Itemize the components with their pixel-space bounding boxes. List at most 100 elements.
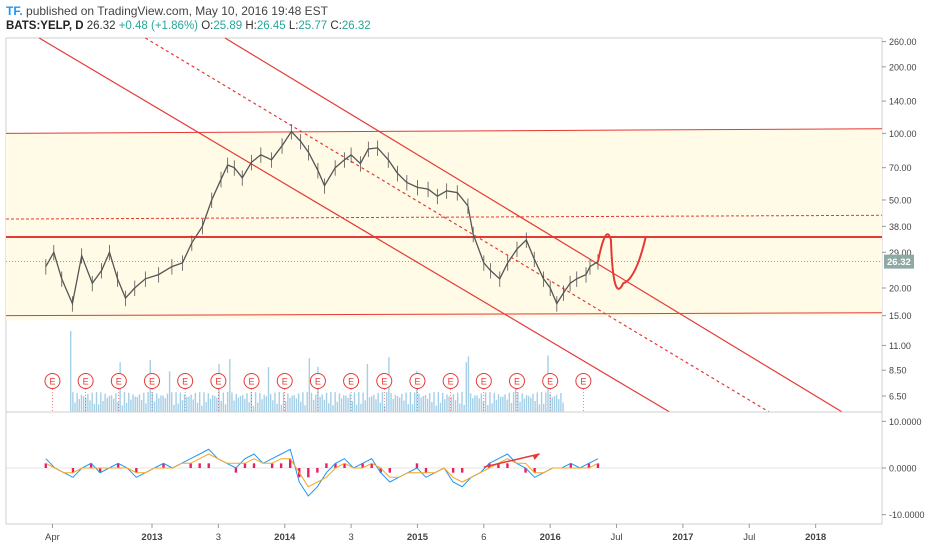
volume-bar xyxy=(201,405,203,412)
resistance-dashed-line xyxy=(5,214,883,220)
volume-bar xyxy=(278,392,280,412)
macd-histogram-bar xyxy=(569,463,573,468)
divergence-arrowhead xyxy=(532,454,540,460)
price-pane[interactable]: 260.00 200.00 140.00 100.00 70.00 50.00 38.00 2… xyxy=(5,37,917,413)
tradingview-logo[interactable]: TF. xyxy=(6,4,23,18)
volume-bar xyxy=(422,395,424,412)
volume-bar xyxy=(472,398,474,412)
volume-bar xyxy=(272,400,274,412)
volume-bar xyxy=(285,401,287,412)
volume-bar xyxy=(153,401,156,412)
earnings-marker xyxy=(409,373,426,389)
volume-bar xyxy=(312,399,315,412)
macd-histogram-bar xyxy=(162,463,165,468)
volume-bar xyxy=(444,399,446,412)
volume-bar xyxy=(125,402,128,412)
volume-bar xyxy=(338,393,341,412)
volume-bar xyxy=(76,393,78,412)
earnings-label: E xyxy=(83,377,89,387)
volume-bar xyxy=(497,394,500,412)
volume-bar xyxy=(426,398,429,412)
last-price-badge xyxy=(884,254,914,269)
publish-info: published on TradingView.com, May 10, 20… xyxy=(26,4,328,18)
volume-bar xyxy=(375,399,377,412)
volume-bar xyxy=(300,401,302,412)
volume-bar xyxy=(418,393,420,412)
volume-bar xyxy=(383,405,386,412)
volume-bar xyxy=(362,392,364,412)
volume-bar xyxy=(521,393,523,412)
price-tick-label: 15.00 xyxy=(889,311,912,321)
volume-bar xyxy=(87,393,89,412)
volume-bar xyxy=(291,395,293,412)
volume-bar xyxy=(220,400,222,412)
volume-bar xyxy=(543,403,545,412)
earnings-marker xyxy=(110,373,127,389)
volume-bar xyxy=(308,358,311,412)
volume-bar xyxy=(132,394,134,412)
volume-bar xyxy=(323,399,326,412)
volume-bar xyxy=(459,403,461,412)
volume-bar xyxy=(381,392,384,412)
volume-bar xyxy=(216,397,218,412)
macd-histogram-bar xyxy=(198,463,201,468)
volume-bar xyxy=(332,405,334,412)
time-axis[interactable]: Apr 2013 3 2014 3 2015 6 2016 Jul 2017 Jul 2018 xyxy=(6,523,882,543)
volume-bar xyxy=(512,392,515,412)
volume-bar xyxy=(95,392,98,412)
volume-bar xyxy=(196,402,199,412)
time-tick-label: 2013 xyxy=(141,532,162,543)
macd-histogram-bar xyxy=(596,463,600,468)
time-tick-label: 2014 xyxy=(274,532,296,543)
volume-bar xyxy=(534,400,536,412)
macd-histogram-bar xyxy=(44,463,48,468)
volume-bar xyxy=(553,396,556,412)
volume-bar xyxy=(377,392,379,412)
price-tick-label: 8.50 xyxy=(889,366,907,376)
volume-bar xyxy=(261,399,263,412)
volume-bar xyxy=(97,404,100,412)
volume-bar xyxy=(156,393,158,412)
volume-bar xyxy=(304,405,306,412)
volume-bar xyxy=(151,392,154,412)
earnings-label: E xyxy=(249,377,255,387)
volume-bar xyxy=(293,395,295,412)
earnings-marker xyxy=(210,373,227,389)
symbol-name[interactable]: BATS:YELP, D xyxy=(6,20,84,32)
earnings-label: E xyxy=(481,377,487,387)
volume-bar xyxy=(231,392,233,412)
macd-histogram-bar xyxy=(243,463,247,468)
macd-histogram-bar xyxy=(207,463,210,468)
volume-bar xyxy=(295,398,298,412)
macd-histogram-bar xyxy=(460,468,464,473)
macd-histogram-bar xyxy=(451,468,455,473)
volume-bar xyxy=(530,397,532,412)
volume-bar xyxy=(147,392,149,412)
time-tick-label: 2016 xyxy=(540,532,561,543)
volume-bar xyxy=(454,400,457,412)
macd-histogram-bar xyxy=(497,463,500,468)
macd-pane[interactable]: 10.0000 0.0000 -10.0000 xyxy=(5,411,925,525)
volume-bar xyxy=(269,394,272,412)
volume-bar xyxy=(280,404,283,412)
volume-bar xyxy=(482,401,485,412)
volume-bar xyxy=(179,392,182,412)
volume-bar xyxy=(360,403,362,412)
volume-bar xyxy=(441,392,444,412)
price-tick-label: 6.50 xyxy=(889,391,907,401)
volume-bar xyxy=(491,403,493,412)
close-value: 26.32 xyxy=(341,20,371,32)
earnings-marker xyxy=(77,373,94,389)
volume-bar xyxy=(452,394,455,412)
publish-line: TF. published on TradingView.com, May 10… xyxy=(6,4,328,18)
volume-bar xyxy=(186,397,188,412)
volume-bar xyxy=(495,399,498,412)
volume-bar xyxy=(343,395,345,412)
volume-bar xyxy=(239,396,242,412)
volume-bar xyxy=(398,397,401,412)
signal-line xyxy=(45,453,599,488)
price-tick-label: 200.00 xyxy=(889,62,917,72)
earnings-label: E xyxy=(149,377,155,387)
open-value: 25.89 xyxy=(213,20,243,32)
